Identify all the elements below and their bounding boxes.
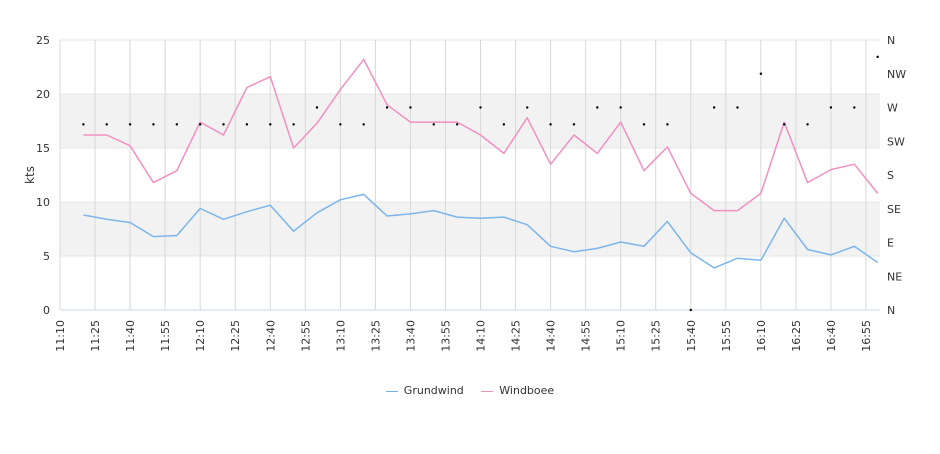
legend-item-grundwind[interactable]: Grundwind: [385, 384, 464, 397]
direction-axis-label: N: [887, 304, 895, 317]
x-tick-label: 12:25: [229, 320, 242, 352]
direction-marker: [619, 106, 622, 109]
direction-marker: [689, 308, 692, 312]
direction-marker: [339, 123, 342, 126]
direction-marker: [572, 123, 576, 126]
grundwind-line: [83, 193, 879, 269]
y-tick-label: 15: [36, 142, 50, 155]
direction-axis-label: SW: [887, 135, 905, 148]
direction-marker: [479, 106, 482, 109]
x-tick-label: 11:55: [159, 320, 172, 352]
direction-marker: [806, 123, 809, 126]
direction-marker: [666, 123, 669, 126]
x-tick-label: 11:40: [124, 320, 137, 352]
x-tick-label: 16:55: [860, 320, 873, 352]
direction-axis-label: N: [887, 34, 895, 47]
x-tick-label: 13:40: [404, 320, 417, 352]
x-tick-label: 16:10: [755, 320, 768, 352]
direction-marker: [455, 123, 459, 126]
direction-marker: [642, 123, 646, 126]
direction-marker: [198, 123, 202, 126]
x-tick-label: 11:10: [54, 320, 67, 352]
legend: Grundwind Windboee: [0, 384, 940, 397]
x-tick-label: 12:10: [194, 320, 207, 352]
plot-band-0: [60, 202, 880, 256]
direction-marker: [783, 123, 786, 126]
legend-label-windboee: Windboee: [499, 384, 555, 397]
x-tick-label: 14:55: [580, 320, 593, 352]
legend-item-windboee[interactable]: Windboee: [481, 384, 554, 397]
direction-marker: [596, 106, 599, 109]
direction-marker: [315, 106, 319, 109]
y-tick-label: 10: [36, 196, 50, 209]
x-tick-label: 16:40: [825, 320, 838, 352]
direction-marker: [245, 123, 249, 126]
legend-swatch-windboee: [481, 390, 494, 392]
direction-marker: [853, 106, 856, 109]
y-tick-label: 20: [36, 88, 50, 101]
direction-axis-label: NE: [887, 270, 902, 283]
x-tick-label: 13:55: [439, 320, 452, 352]
direction-axis-label: S: [887, 169, 894, 182]
y-tick-label: 0: [43, 304, 50, 317]
windboee-line: [83, 58, 879, 212]
direction-marker: [736, 106, 739, 109]
x-tick-label: 13:25: [369, 320, 382, 352]
direction-marker: [385, 106, 389, 109]
legend-label-grundwind: Grundwind: [403, 384, 464, 397]
x-tick-label: 14:25: [510, 320, 523, 352]
y-axis-title: kts: [23, 166, 37, 184]
x-tick-label: 12:55: [299, 320, 312, 352]
plot-band-1: [60, 94, 880, 148]
x-tick-label: 15:55: [720, 320, 733, 352]
x-tick-label: 15:25: [650, 320, 663, 352]
legend-swatch-grundwind: [385, 390, 398, 392]
x-tick-label: 15:10: [615, 320, 628, 352]
direction-marker: [876, 55, 879, 59]
direction-marker: [549, 123, 552, 126]
direction-axis-label: SE: [887, 203, 901, 216]
direction-marker: [712, 106, 716, 109]
direction-marker: [105, 123, 108, 126]
x-tick-label: 13:10: [334, 320, 347, 352]
direction-marker: [222, 123, 225, 126]
direction-marker: [292, 123, 295, 126]
direction-marker: [502, 123, 506, 126]
x-tick-label: 15:40: [685, 320, 698, 352]
direction-marker: [432, 123, 435, 126]
direction-marker: [175, 123, 179, 126]
direction-marker: [759, 72, 763, 75]
direction-marker: [128, 123, 132, 126]
y-tick-label: 25: [36, 34, 50, 47]
direction-axis-label: E: [887, 237, 894, 250]
x-tick-label: 14:10: [475, 320, 488, 352]
direction-axis-label: W: [887, 102, 898, 115]
x-tick-label: 11:25: [89, 320, 102, 352]
direction-marker: [409, 106, 412, 109]
x-tick-label: 16:25: [790, 320, 803, 352]
x-tick-label: 14:40: [545, 320, 558, 352]
direction-marker: [82, 123, 85, 126]
y-tick-label: 5: [43, 250, 50, 263]
direction-marker: [526, 106, 529, 109]
direction-marker: [152, 123, 155, 126]
direction-axis-label: NW: [887, 68, 906, 81]
x-tick-label: 12:40: [264, 320, 277, 352]
direction-marker: [269, 123, 272, 126]
direction-marker: [362, 123, 365, 126]
direction-marker: [829, 106, 833, 109]
